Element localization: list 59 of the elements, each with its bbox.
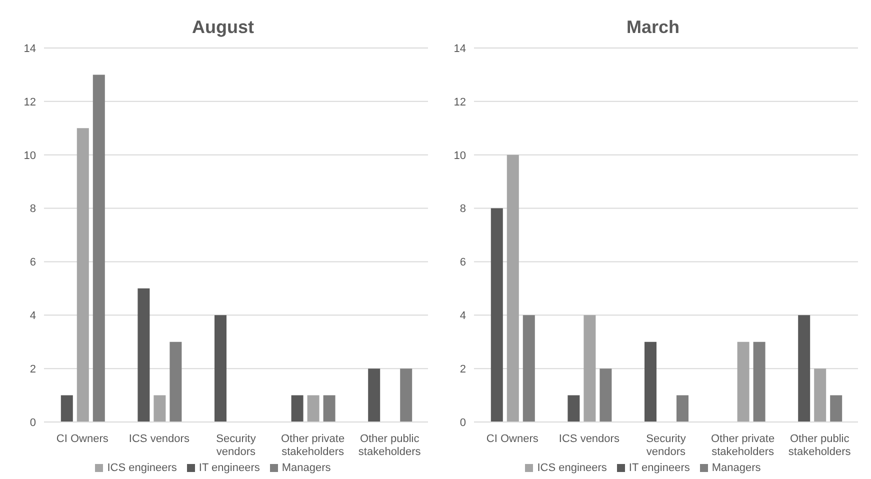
bar xyxy=(814,368,826,422)
bar xyxy=(676,395,688,422)
bar xyxy=(753,342,766,422)
chart-title: August xyxy=(191,16,255,39)
x-tick-label: ICS vendors xyxy=(558,433,620,445)
x-tick-label: Other public stakeholders xyxy=(788,433,852,458)
bar xyxy=(291,395,304,422)
bar xyxy=(798,315,810,422)
bar xyxy=(568,395,580,422)
bar xyxy=(323,395,336,422)
x-tick-label: Other private stakeholders xyxy=(711,433,775,458)
bar xyxy=(400,368,412,422)
bar xyxy=(737,342,750,422)
y-tick-label: 2 xyxy=(30,363,36,376)
bar xyxy=(138,288,150,422)
legend-label: IT engineers xyxy=(198,462,260,474)
bar xyxy=(584,315,596,422)
y-tick-label: 2 xyxy=(460,363,466,376)
bar xyxy=(522,315,535,422)
bar xyxy=(830,395,842,422)
bar xyxy=(154,395,166,422)
x-tick-label: Other public stakeholders xyxy=(358,433,422,458)
y-tick-label: 0 xyxy=(460,416,466,429)
y-tick-label: 14 xyxy=(454,42,466,55)
x-tick-label: CI Owners xyxy=(486,433,539,445)
chart-title: March xyxy=(625,16,680,39)
x-tick-label: Other private stakeholders xyxy=(281,433,345,458)
y-tick-label: 6 xyxy=(30,256,36,269)
bar xyxy=(490,208,503,422)
bar xyxy=(368,368,380,422)
y-tick-label: 6 xyxy=(460,256,466,269)
bar xyxy=(170,342,182,422)
y-tick-label: 12 xyxy=(24,96,36,108)
y-tick-label: 4 xyxy=(460,310,466,322)
legend-label: Managers xyxy=(282,462,331,474)
bar xyxy=(76,128,89,422)
x-tick-label: Security vendors xyxy=(646,433,686,458)
legend-label: IT engineers xyxy=(628,462,690,474)
y-tick-label: 8 xyxy=(460,203,466,216)
bar xyxy=(600,368,612,422)
bar xyxy=(60,395,73,422)
legend-label: ICS engineers xyxy=(537,462,607,474)
legend-label: Managers xyxy=(712,462,761,474)
y-tick-label: 14 xyxy=(24,42,36,55)
y-tick-label: 10 xyxy=(454,150,466,162)
y-tick-label: 10 xyxy=(24,150,36,162)
y-tick-label: 8 xyxy=(30,203,36,216)
bar xyxy=(644,342,656,422)
bar xyxy=(506,154,519,422)
bar xyxy=(307,395,320,422)
x-tick-label: CI Owners xyxy=(56,433,109,445)
x-tick-label: ICS vendors xyxy=(128,433,190,445)
y-tick-label: 0 xyxy=(30,416,36,429)
x-tick-label: Security vendors xyxy=(216,433,256,458)
legend-label: ICS engineers xyxy=(107,462,177,474)
y-tick-label: 4 xyxy=(30,310,36,322)
bar xyxy=(92,74,105,422)
y-tick-label: 12 xyxy=(454,96,466,108)
bar xyxy=(214,315,226,422)
